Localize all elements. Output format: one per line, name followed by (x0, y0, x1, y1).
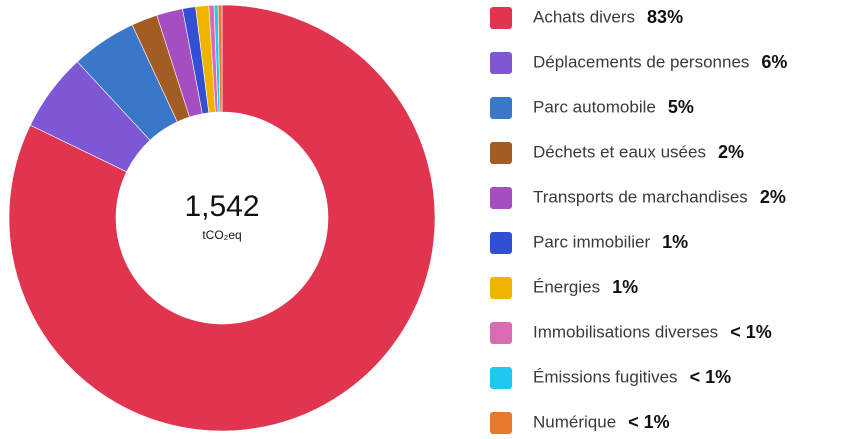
center-total: 1,542 (184, 190, 259, 223)
center-unit: tCO₂eq (202, 228, 241, 242)
legend-swatch (490, 52, 512, 74)
legend-label: Numérique (533, 412, 616, 431)
legend-swatch (490, 187, 512, 209)
legend-value: 6% (761, 52, 787, 72)
legend-swatch (490, 277, 512, 299)
legend-value: 2% (760, 187, 786, 207)
legend-label: Déplacements de personnes (533, 52, 749, 71)
donut-segment (217, 4, 223, 113)
legend-label: Énergies (533, 277, 600, 296)
legend-label: Parc immobilier (533, 232, 650, 251)
legend-value: 2% (718, 142, 744, 162)
legend-label: Transports de marchandises (533, 187, 748, 206)
legend-swatch (490, 412, 512, 434)
legend-value: < 1% (730, 322, 772, 342)
donut-segment (8, 4, 436, 432)
legend-label: Émissions fugitives (533, 367, 678, 386)
legend-value: < 1% (628, 412, 670, 432)
legend-value: 1% (662, 232, 688, 252)
legend-swatch (490, 322, 512, 344)
legend-swatch (490, 7, 512, 29)
legend-swatch (490, 367, 512, 389)
legend-value: 83% (647, 7, 683, 27)
legend-swatch (490, 142, 512, 164)
legend-label: Déchets et eaux usées (533, 142, 706, 161)
legend-swatch (490, 232, 512, 254)
legend-label: Achats divers (533, 7, 635, 26)
legend-swatch (490, 97, 512, 119)
legend-label: Immobilisations diverses (533, 322, 718, 341)
legend-value: 5% (668, 97, 694, 117)
legend-value: < 1% (690, 367, 732, 387)
legend-label: Parc automobile (533, 97, 656, 116)
legend-value: 1% (612, 277, 638, 297)
